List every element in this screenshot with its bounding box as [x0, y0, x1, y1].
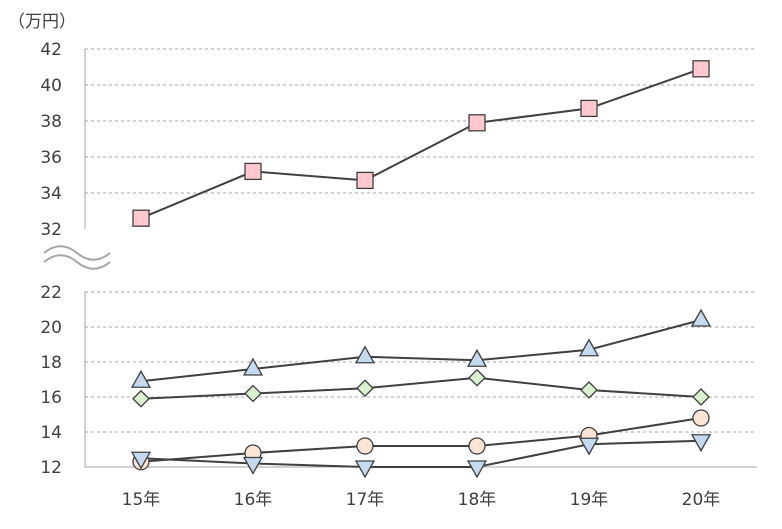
y-axis-unit-label: （万円） — [8, 12, 76, 32]
x-tick-label: 20年 — [682, 490, 721, 510]
series-4-point — [242, 456, 264, 475]
axes — [84, 49, 757, 468]
series-4-line — [140, 439, 702, 468]
upper-y-tick-label: 34 — [40, 184, 62, 204]
x-tick-label: 19年 — [570, 490, 609, 510]
series-0-point — [692, 60, 710, 78]
series-4-point — [130, 451, 152, 470]
series-0-point — [580, 99, 598, 118]
upper-y-tick-label: 40 — [40, 76, 62, 96]
series-4-point — [466, 460, 488, 479]
tick-labels: 32 34 36 38 40 42 12 14 16 18 20 22 15年 16年 17年 18年 19年 2… — [40, 40, 720, 510]
upper-y-tick-label: 36 — [40, 148, 62, 168]
lower-y-tick-label: 18 — [40, 353, 62, 373]
series-3-point — [356, 437, 374, 455]
x-tick-label: 17年 — [346, 490, 385, 510]
series-1-point — [578, 338, 600, 357]
lower-y-tick-label: 14 — [40, 423, 62, 443]
series-1-point — [466, 348, 488, 367]
series-4-point — [578, 437, 600, 456]
lower-y-tick-label: 12 — [40, 458, 62, 478]
series-group — [130, 60, 712, 479]
series-1-point — [354, 345, 376, 364]
series-0-point — [244, 162, 262, 181]
series-4-point — [354, 460, 376, 479]
axis-break-symbol — [43, 245, 111, 270]
series-4-point — [690, 434, 712, 453]
series-1-point — [690, 308, 712, 327]
series-1-line — [140, 319, 702, 383]
series-2-point — [580, 381, 598, 399]
x-tick-label: 16年 — [234, 490, 273, 510]
series-3-line — [140, 417, 702, 463]
series-0-line — [140, 67, 702, 220]
upper-y-tick-label: 42 — [40, 40, 62, 60]
upper-y-tick-label: 32 — [40, 220, 62, 240]
series-2-line — [140, 376, 702, 400]
lower-y-tick-label: 16 — [40, 388, 62, 408]
series-2-point — [692, 388, 710, 406]
gridlines — [85, 48, 757, 433]
upper-y-tick-label: 38 — [40, 112, 62, 132]
series-3-point — [692, 409, 710, 427]
x-tick-label: 15年 — [122, 490, 161, 510]
x-tick-label: 18年 — [458, 490, 497, 510]
series-0-point — [356, 171, 374, 190]
series-0-point — [468, 114, 486, 132]
series-2-point — [356, 379, 374, 398]
lower-y-tick-label: 20 — [40, 318, 62, 338]
series-2-point — [244, 384, 262, 403]
series-1-point — [242, 357, 264, 376]
series-1-point — [130, 369, 152, 388]
series-0-point — [132, 209, 150, 227]
series-2-point — [468, 368, 486, 387]
series-3-point — [468, 437, 486, 455]
lower-y-tick-label: 22 — [40, 283, 62, 303]
series-2-point — [132, 389, 150, 408]
